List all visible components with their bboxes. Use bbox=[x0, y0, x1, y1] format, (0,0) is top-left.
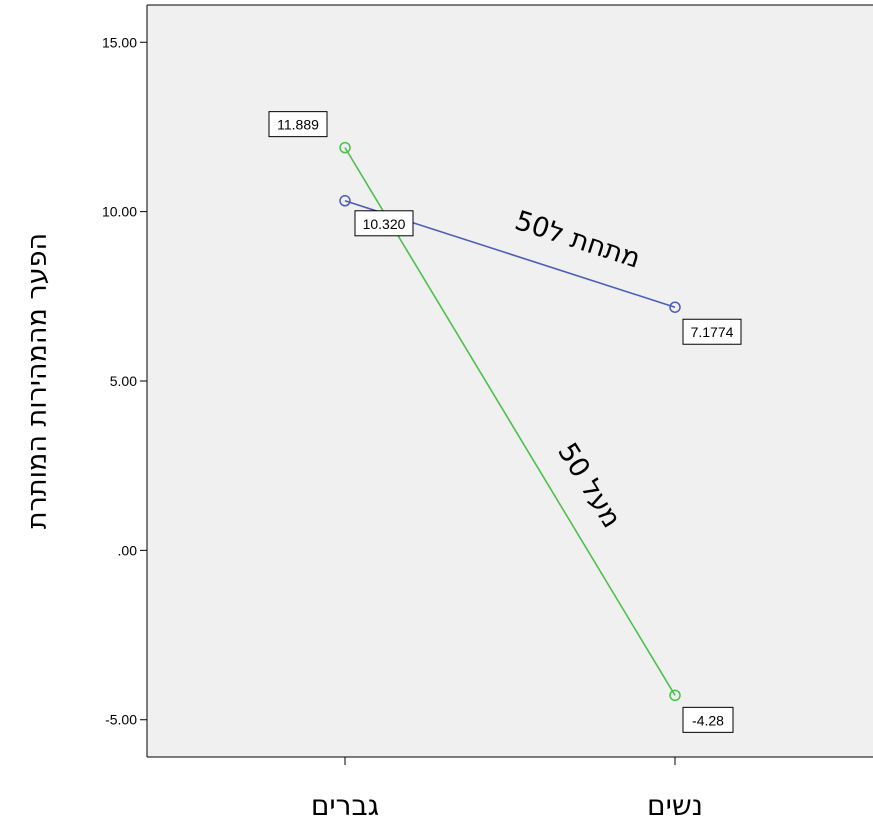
data-point bbox=[669, 301, 681, 313]
y-axis-label: הפער מהמהירות המותרת bbox=[22, 233, 53, 529]
x-tick-label: נשים bbox=[647, 789, 703, 820]
axes: 15.00 10.00 5.00 .00 -5.00 גברים נשים bbox=[102, 4, 873, 820]
y-tick-label: 5.00 bbox=[110, 373, 137, 389]
data-label: -4.28 bbox=[692, 712, 724, 728]
y-tick-label: -5.00 bbox=[105, 712, 137, 728]
y-tick-label: 15.00 bbox=[102, 34, 137, 50]
y-tick-label: .00 bbox=[118, 542, 138, 558]
data-point bbox=[669, 689, 681, 702]
data-label-box bbox=[682, 706, 734, 733]
data-label-box bbox=[354, 210, 414, 237]
data-label-box bbox=[268, 111, 328, 138]
series-line bbox=[344, 147, 676, 696]
plot-area bbox=[147, 5, 873, 757]
data-point bbox=[339, 141, 351, 154]
data-label: 7.1774 bbox=[691, 324, 734, 340]
x-tick-label: גברים bbox=[311, 789, 379, 820]
data-label-box bbox=[682, 318, 742, 345]
data-label: 10.320 bbox=[363, 216, 406, 232]
data-label: 11.889 bbox=[277, 117, 319, 133]
y-tick-label: 10.00 bbox=[102, 204, 137, 220]
data-point bbox=[339, 195, 351, 207]
